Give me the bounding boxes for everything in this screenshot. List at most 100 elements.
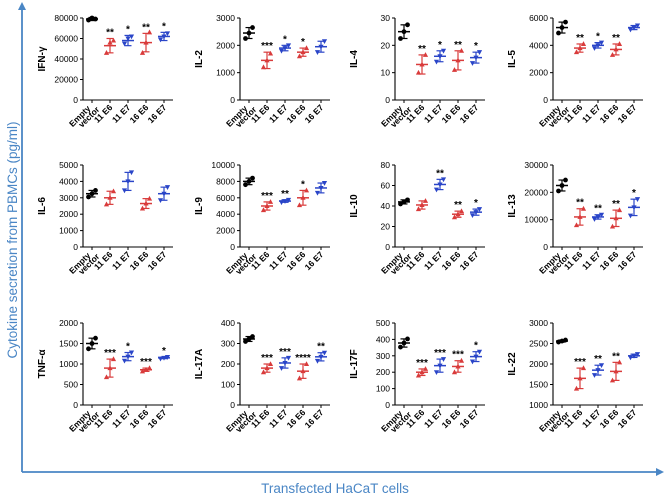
data-point	[121, 41, 128, 47]
x-tick-label: 16 E7	[458, 249, 481, 272]
x-tick-label: 16 E7	[616, 249, 639, 272]
x-tick-label: 11 E7	[110, 249, 133, 272]
data-point	[422, 198, 429, 203]
data-point	[440, 48, 447, 54]
panel-ylabel: IL-5	[507, 50, 518, 68]
data-point	[401, 199, 407, 205]
data-point	[422, 52, 429, 57]
x-tick-label: 16 E6	[598, 102, 621, 125]
data-point	[264, 57, 270, 63]
data-point	[110, 188, 117, 194]
data-point	[631, 205, 637, 211]
y-tick-label: 0	[73, 95, 78, 105]
y-tick-label: 3000	[59, 193, 78, 203]
data-point	[563, 337, 568, 343]
data-point	[613, 368, 619, 374]
data-point	[609, 377, 616, 383]
significance-stars: **	[612, 199, 620, 210]
data-point	[139, 205, 146, 211]
data-point	[405, 197, 410, 203]
data-point	[401, 29, 407, 35]
data-point	[243, 339, 248, 344]
data-point	[451, 369, 458, 375]
data-point	[559, 25, 565, 30]
y-tick-label: 0	[385, 95, 390, 105]
data-point	[419, 61, 425, 67]
data-point	[250, 25, 255, 30]
significance-stars: ***	[279, 347, 291, 358]
x-tick-label: 16 E7	[458, 102, 481, 125]
data-point	[573, 49, 580, 55]
data-point	[318, 44, 324, 50]
y-tick-label: 100	[221, 380, 235, 390]
x-tick-label: 11 E7	[580, 102, 603, 125]
y-tick-label: 100	[376, 384, 390, 394]
y-tick-label: 200	[221, 359, 235, 369]
data-point	[86, 194, 91, 200]
y-tick-label: 0	[73, 400, 78, 410]
y-tick-label: 6000	[529, 13, 548, 23]
data-point	[303, 361, 310, 366]
y-tick-label: 0	[543, 95, 548, 105]
data-point	[455, 211, 461, 217]
x-tick-label: 11 E7	[267, 407, 290, 430]
data-point	[282, 360, 288, 366]
y-tick-label: 1500	[59, 339, 78, 349]
data-point	[164, 185, 171, 190]
data-point	[139, 368, 146, 374]
x-tick-label: 11 E7	[422, 249, 445, 272]
x-tick-label: 16 E6	[128, 407, 151, 430]
data-point	[314, 358, 321, 364]
y-tick-label: 4000	[216, 209, 235, 219]
x-tick-label: 16 E6	[128, 249, 151, 272]
significance-stars: ****	[295, 353, 311, 364]
panel-ylabel: IL-17F	[349, 349, 360, 378]
data-point	[107, 195, 113, 200]
data-point	[458, 208, 465, 214]
y-tick-label: 10000	[211, 160, 235, 170]
x-tick-label: 16 E6	[598, 407, 621, 430]
data-point	[250, 334, 255, 339]
data-point	[595, 214, 601, 220]
data-point	[473, 55, 479, 61]
data-point	[577, 375, 583, 381]
y-tick-label: 80	[381, 160, 391, 170]
significance-stars: ***	[574, 357, 586, 368]
data-point	[616, 41, 623, 46]
x-tick-label: 16 E7	[616, 407, 639, 430]
data-point	[143, 366, 149, 372]
x-tick-label: 16 E6	[285, 407, 308, 430]
data-point	[93, 16, 98, 22]
x-tick-label: 16 E6	[285, 249, 308, 272]
data-point	[246, 336, 252, 342]
data-point	[125, 36, 131, 42]
data-point	[246, 30, 252, 36]
data-point	[89, 341, 95, 346]
data-point	[318, 354, 324, 360]
data-point	[264, 365, 270, 371]
data-point	[556, 188, 561, 194]
data-point	[278, 200, 285, 206]
data-point	[577, 45, 583, 51]
data-point	[314, 50, 321, 55]
data-point	[580, 41, 587, 46]
data-point	[634, 197, 641, 202]
data-point	[300, 368, 306, 374]
data-point	[433, 59, 440, 65]
data-point	[405, 336, 410, 342]
significance-stars: **	[594, 354, 602, 365]
significance-stars: ***	[416, 358, 428, 369]
y-tick-label: 4000	[529, 40, 548, 50]
data-point	[398, 201, 403, 207]
data-point	[260, 369, 267, 375]
data-point	[321, 181, 328, 186]
x-tick-label: 16 E7	[146, 249, 169, 272]
significance-stars: ***	[434, 348, 446, 359]
significance-stars: **	[281, 189, 289, 200]
y-tick-label: 0	[73, 242, 78, 252]
data-point	[563, 177, 568, 183]
data-point	[440, 357, 447, 362]
data-point	[469, 213, 476, 219]
